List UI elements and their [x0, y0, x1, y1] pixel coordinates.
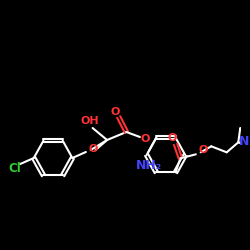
Text: O: O	[89, 144, 98, 154]
Text: Cl: Cl	[8, 162, 21, 174]
Text: NH₂: NH₂	[136, 159, 162, 172]
Text: O: O	[110, 107, 120, 117]
Text: O: O	[140, 134, 149, 144]
Text: OH: OH	[80, 116, 99, 126]
Text: O: O	[168, 133, 177, 143]
Text: O: O	[199, 145, 208, 155]
Text: N: N	[239, 135, 250, 148]
